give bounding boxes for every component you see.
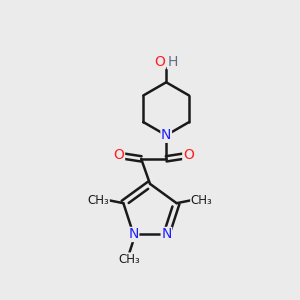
Text: O: O <box>154 55 165 69</box>
Text: O: O <box>183 148 194 162</box>
Text: CH₃: CH₃ <box>118 253 140 266</box>
Text: N: N <box>161 227 172 242</box>
Text: O: O <box>114 148 124 162</box>
Text: N: N <box>128 227 139 242</box>
Text: CH₃: CH₃ <box>88 194 109 207</box>
Text: N: N <box>161 128 171 142</box>
Text: CH₃: CH₃ <box>191 194 212 207</box>
Text: H: H <box>167 55 178 69</box>
